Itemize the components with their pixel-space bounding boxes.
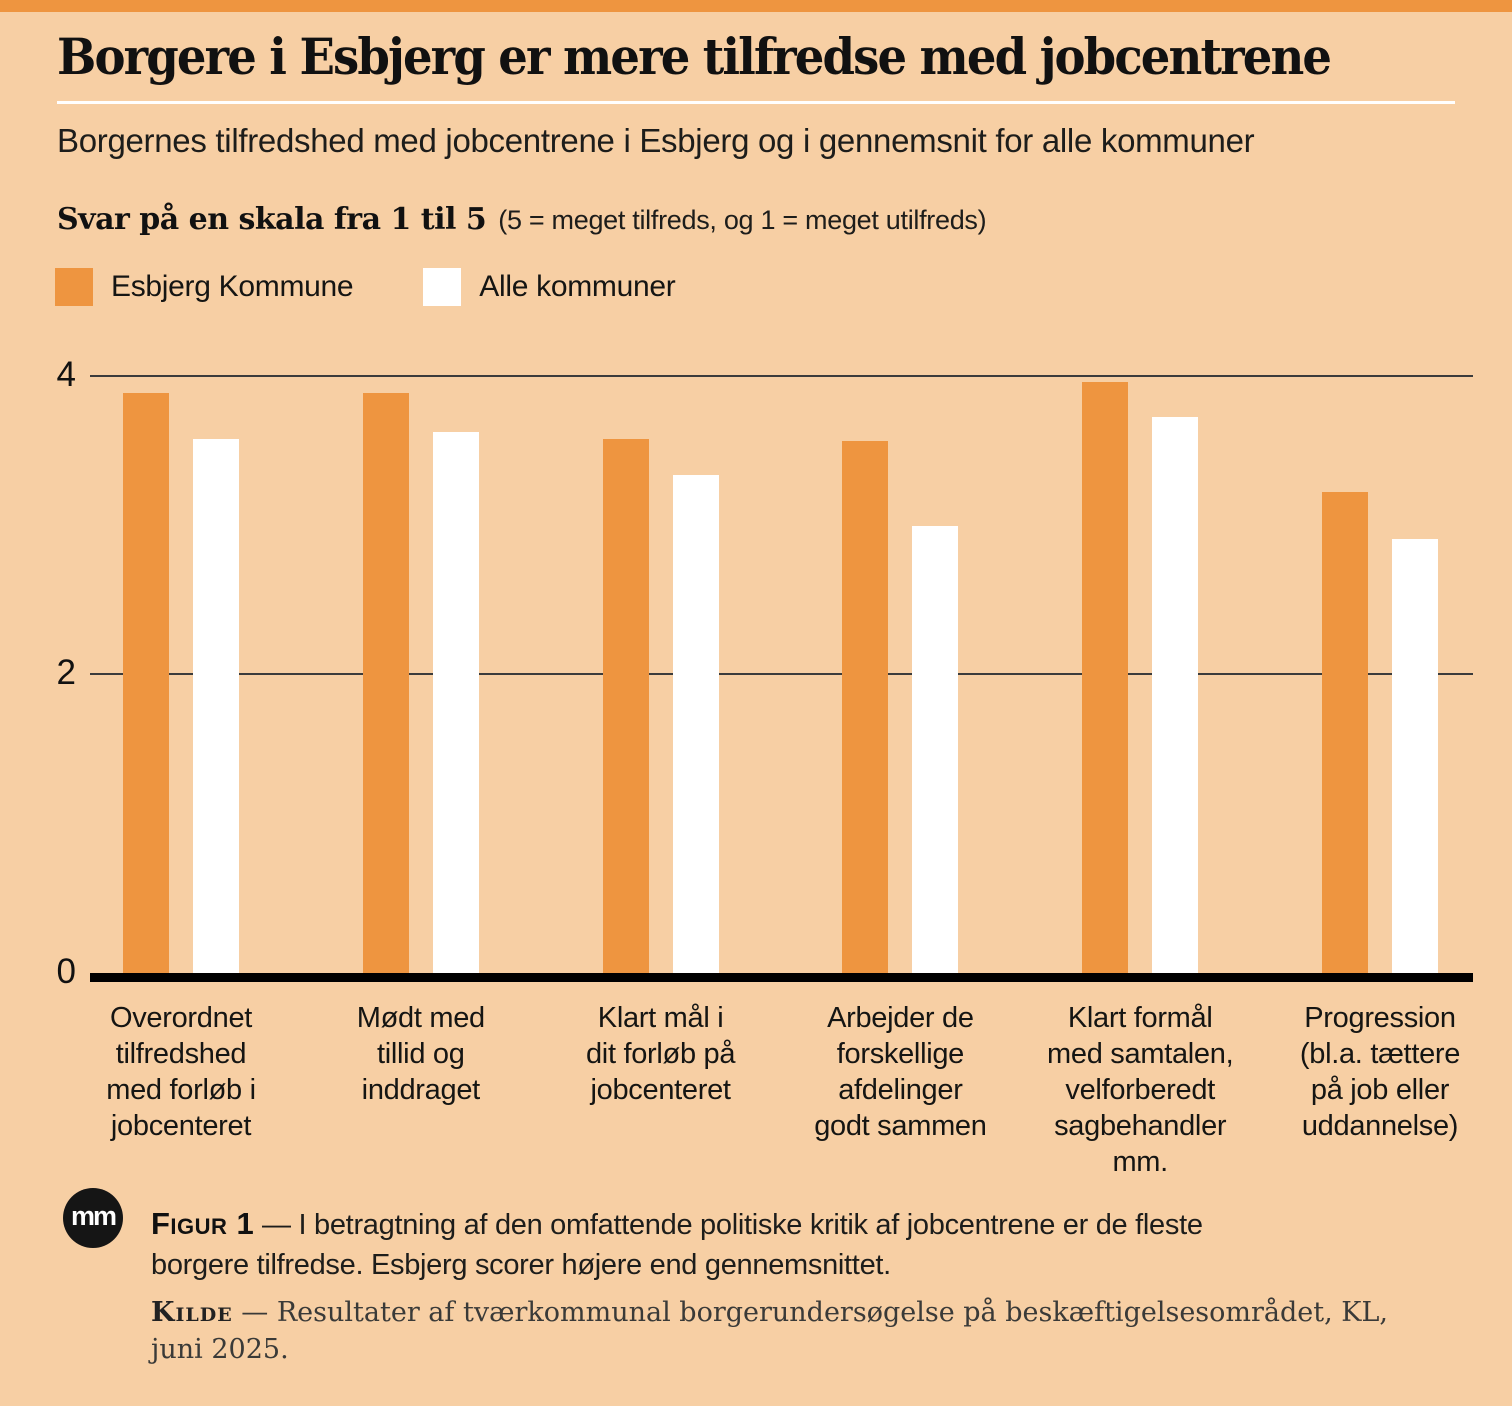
scale-note-detail: (5 = meget tilfreds, og 1 = meget utilfr… — [498, 205, 987, 235]
bar-esbjerg-0 — [123, 392, 169, 973]
figure-caption: Figur 1 — I betragtning af den omfattend… — [151, 1204, 1446, 1285]
bar-esbjerg-2 — [602, 439, 649, 973]
legend-item-esbjerg: Esbjerg Kommune — [55, 268, 354, 306]
title-divider — [57, 101, 1455, 104]
legend-swatch-esbjerg — [55, 268, 93, 306]
category-label-4: Klart formål med samtalen, velforberedt … — [1047, 1002, 1234, 1178]
page-subtitle: Borgernes tilfredshed med jobcentrene i … — [57, 122, 1255, 159]
category-label-0: Overordnet tilfredshed med forløb i jobc… — [106, 1002, 256, 1142]
bar-esbjerg-5 — [1322, 491, 1368, 973]
category-label-5: Progression (bl.a. tættere på job eller … — [1299, 1002, 1461, 1142]
page-title: Borgere i Esbjerg er mere tilfredse med … — [57, 27, 1332, 86]
top-accent-bar — [0, 0, 1512, 12]
category-label-3: Arbejder de forskellige afdelinger godt … — [814, 1002, 987, 1142]
bar-esbjerg-4 — [1082, 382, 1129, 973]
figure-label: Figur 1 — [151, 1206, 255, 1241]
bar-esbjerg-3 — [842, 440, 889, 973]
y-tick-2: 2 — [56, 653, 76, 692]
category-label-1: Mødt med tillid og inddraget — [356, 1002, 485, 1106]
legend-item-alle: Alle kommuner — [423, 268, 676, 306]
y-tick-4: 4 — [56, 355, 76, 394]
legend: Esbjerg Kommune Alle kommuner — [55, 268, 676, 306]
plot-area: 4 2 0 — [57, 355, 1473, 991]
category-label-2: Klart mål i dit forløb på jobcenteret — [585, 1002, 736, 1106]
figure-text: — I betragtning af den omfattende politi… — [151, 1209, 1203, 1281]
gridline-4 — [90, 375, 1473, 377]
legend-swatch-alle — [423, 268, 462, 306]
source-label: Kilde — [151, 1297, 233, 1328]
bar-alle-1 — [432, 431, 479, 973]
category-labels: Overordnet tilfredshed med forløb i jobc… — [90, 1000, 1473, 1195]
legend-label-esbjerg: Esbjerg Kommune — [111, 270, 354, 303]
bar-alle-4 — [1152, 416, 1199, 973]
scale-note-bold: Svar på en skala fra 1 til 5 — [57, 202, 487, 237]
bar-alle-2 — [672, 475, 719, 973]
mm-logo: mm — [63, 1188, 123, 1248]
bar-alle-0 — [193, 439, 239, 973]
bar-esbjerg-1 — [362, 392, 409, 973]
y-tick-0: 0 — [56, 952, 76, 991]
bar-alle-3 — [912, 526, 959, 973]
source-text: — Resultater af tværkommunal borgerunder… — [151, 1297, 1388, 1365]
legend-label-alle: Alle kommuner — [479, 270, 676, 303]
x-axis-baseline — [90, 973, 1473, 982]
source-note: Kilde — Resultater af tværkommunal borge… — [151, 1294, 1446, 1368]
bar-alle-5 — [1392, 539, 1438, 973]
scale-note: Svar på en skala fra 1 til 5 (5 = meget t… — [57, 202, 987, 237]
gridline-2 — [90, 673, 1473, 675]
